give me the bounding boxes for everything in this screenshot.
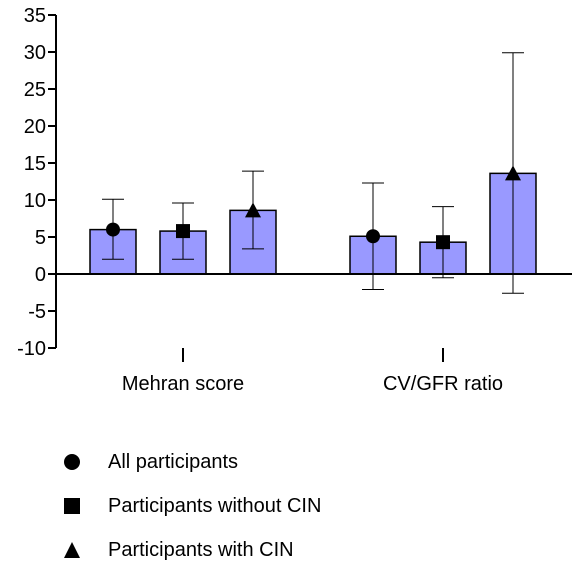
triangle-marker bbox=[505, 165, 521, 181]
y-tick-label: 30 bbox=[24, 42, 46, 64]
y-tick-label: -10 bbox=[17, 338, 46, 360]
x-axis: Mehran score CV/GFR ratio bbox=[56, 273, 572, 395]
y-tick-label: 20 bbox=[24, 116, 46, 138]
legend-label: All participants bbox=[108, 450, 239, 473]
circle-marker bbox=[106, 222, 120, 237]
square-marker bbox=[176, 224, 190, 239]
square-marker bbox=[436, 235, 450, 250]
legend-item-participants-with-cin: Participants with CIN bbox=[60, 528, 540, 572]
triangle-marker-icon bbox=[60, 538, 84, 562]
y-axis: 35 30 25 20 15 10 5 0 -5 -10 bbox=[17, 5, 57, 360]
circle-marker bbox=[366, 229, 380, 244]
legend-item-participants-without-cin: Participants without CIN bbox=[60, 484, 540, 528]
y-tick-label: 25 bbox=[24, 79, 46, 101]
triangle-marker bbox=[245, 202, 261, 218]
y-tick-label: 35 bbox=[24, 5, 46, 27]
circle-marker-icon bbox=[60, 450, 84, 474]
y-tick-label: 0 bbox=[35, 264, 46, 286]
y-tick-label: 5 bbox=[35, 227, 46, 249]
y-tick-label: -5 bbox=[28, 301, 46, 323]
legend: All participants Participants without CI… bbox=[60, 440, 540, 572]
legend-label: Participants with CIN bbox=[108, 538, 294, 561]
bars bbox=[89, 52, 537, 294]
legend-item-all-participants: All participants bbox=[60, 440, 540, 484]
category-label: Mehran score bbox=[122, 373, 244, 395]
y-tick-label: 15 bbox=[24, 153, 46, 175]
chart: 35 30 25 20 15 10 5 0 -5 -10 Mehran score CV/GFR r… bbox=[17, 5, 572, 395]
legend-label: Participants without CIN bbox=[108, 494, 322, 517]
y-tick-label: 10 bbox=[24, 190, 46, 212]
category-label: CV/GFR ratio bbox=[383, 373, 503, 395]
square-marker-icon bbox=[60, 494, 84, 518]
